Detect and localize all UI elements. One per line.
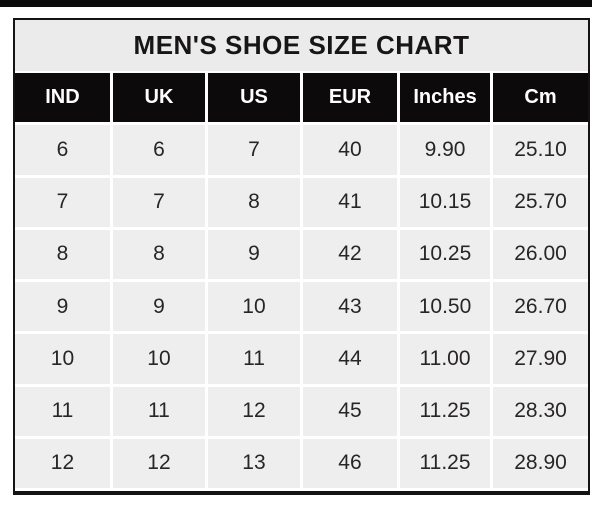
table-cell: 27.90 — [493, 334, 588, 384]
table-cell: 11.25 — [399, 386, 491, 436]
table-cell: 9 — [15, 282, 110, 332]
table-cell: 13 — [207, 438, 300, 488]
shoe-size-chart-table: MEN'S SHOE SIZE CHART IND UK US EUR Inches Cm… — [13, 18, 590, 495]
table-cell: 12 — [207, 386, 300, 436]
column-header-eur: EUR — [303, 73, 397, 123]
table-cell: 10.50 — [399, 282, 491, 332]
column-header-ind: IND — [15, 73, 110, 123]
chart-title: MEN'S SHOE SIZE CHART — [15, 20, 588, 71]
column-header-inches: Inches — [399, 73, 491, 123]
table-cell: 6 — [112, 125, 205, 175]
table-cell: 11.25 — [399, 438, 491, 488]
table-cell: 11 — [207, 334, 300, 384]
table-cell: 10 — [207, 282, 300, 332]
table-cell: 8 — [207, 177, 300, 227]
table-cell: 41 — [303, 177, 397, 227]
table-cell: 11 — [112, 386, 205, 436]
table-cell: 25.10 — [493, 125, 588, 175]
table-cell: 46 — [303, 438, 397, 488]
table-cell: 9.90 — [399, 125, 491, 175]
top-black-strip — [0, 0, 592, 7]
table-cell: 10 — [112, 334, 205, 384]
table-cell: 10.25 — [399, 229, 491, 279]
table-cell: 9 — [112, 282, 205, 332]
table-cell: 40 — [303, 125, 397, 175]
table-cell: 28.30 — [493, 386, 588, 436]
table-cell: 7 — [207, 125, 300, 175]
table-cell: 12 — [112, 438, 205, 488]
table-cell: 26.70 — [493, 282, 588, 332]
table-cell: 8 — [15, 229, 110, 279]
table-cell: 10.15 — [399, 177, 491, 227]
table-cell: 11 — [15, 386, 110, 436]
column-header-cm: Cm — [493, 73, 588, 123]
table-cell: 43 — [303, 282, 397, 332]
table-cell: 7 — [15, 177, 110, 227]
table-cell: 11.00 — [399, 334, 491, 384]
table-cell: 10 — [15, 334, 110, 384]
table-cell: 12 — [15, 438, 110, 488]
table-cell: 6 — [15, 125, 110, 175]
column-header-us: US — [207, 73, 300, 123]
table-cell: 8 — [112, 229, 205, 279]
table-cell: 28.90 — [493, 438, 588, 488]
table-cell: 25.70 — [493, 177, 588, 227]
table-cell: 7 — [112, 177, 205, 227]
column-header-uk: UK — [112, 73, 205, 123]
table-cell: 42 — [303, 229, 397, 279]
table-cell: 45 — [303, 386, 397, 436]
table-cell: 9 — [207, 229, 300, 279]
size-table-grid: IND UK US EUR Inches Cm 6 6 7 40 9.90 25.10 7 7 8 41 10.… — [15, 71, 588, 491]
table-cell: 26.00 — [493, 229, 588, 279]
table-cell: 44 — [303, 334, 397, 384]
